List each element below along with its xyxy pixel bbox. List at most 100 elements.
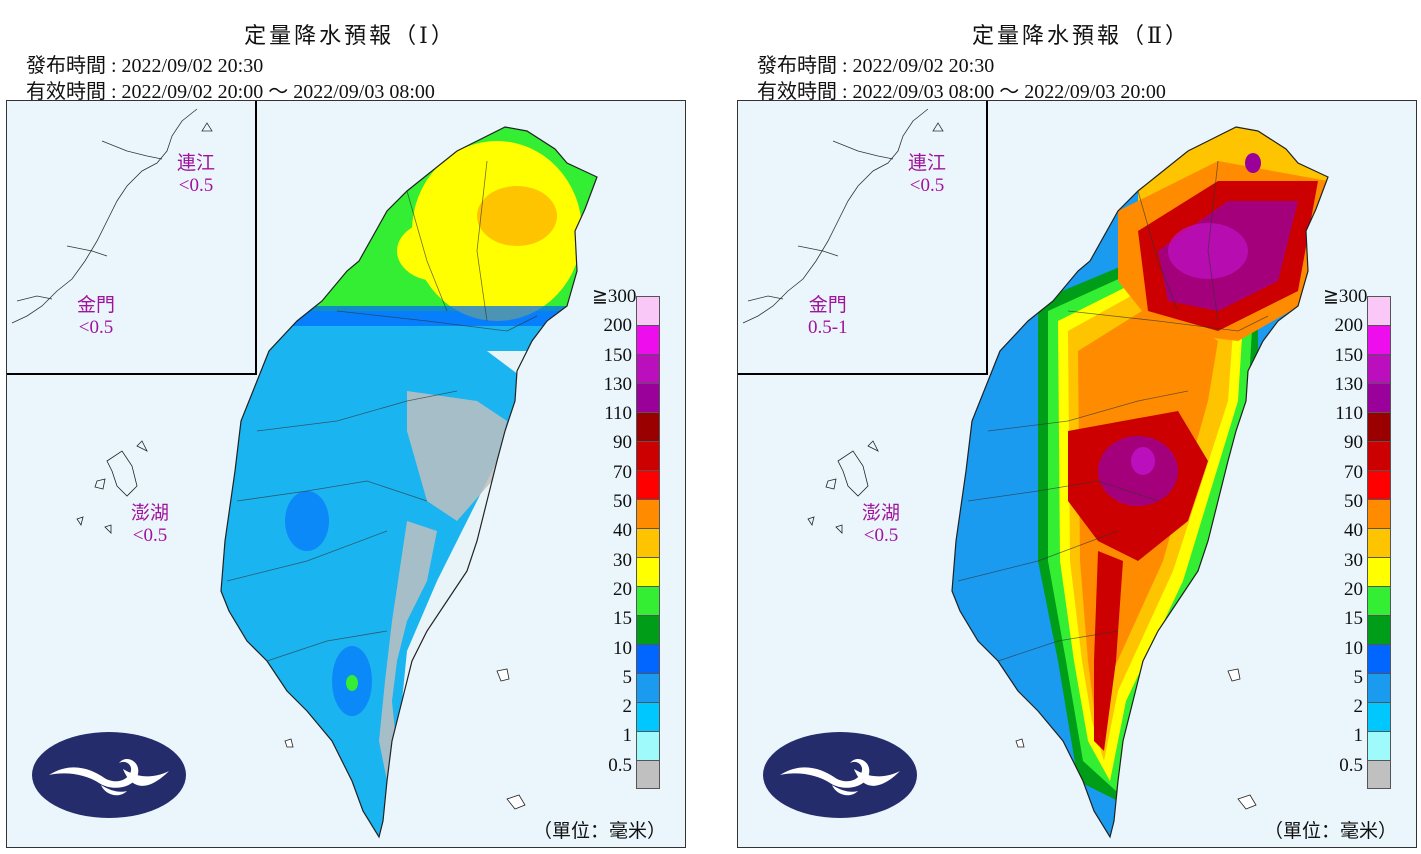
legend-label: 150 (603, 344, 633, 366)
legend-swatch (636, 441, 660, 470)
china-coast-outline (742, 108, 944, 324)
lienchiang-label: 連江 <0.5 (177, 153, 216, 196)
legend-swatch (636, 528, 660, 557)
issued-time: 發布時間 : 2022/09/02 20:30 (757, 55, 995, 77)
penghu-islands (807, 440, 879, 534)
legend-swatch (636, 499, 660, 528)
penghu-label: 澎湖 <0.5 (131, 503, 170, 546)
legend-swatch (636, 296, 660, 325)
legend-swatch (636, 702, 660, 731)
legend-swatch (1367, 412, 1391, 441)
panel-title: 定量降水預報（Ⅰ） (244, 23, 456, 48)
kinmen-label: 金門 <0.5 (77, 295, 116, 338)
issued-time: 發布時間 : 2022/09/02 20:30 (26, 55, 264, 77)
legend-label: 15 (613, 608, 632, 630)
legend-swatch (1367, 296, 1391, 325)
valid-time: 有效時間 : 2022/09/03 08:00 ～ 2022/09/03 20:… (757, 81, 1166, 103)
legend-swatch (1367, 586, 1391, 615)
map-frame: 連江 <0.5 金門 0.5-1 澎湖 <0.5 ≧300 200 150 13… (737, 100, 1417, 848)
legend-label: 20 (1344, 578, 1363, 600)
legend-swatch (1367, 731, 1391, 760)
legend-label: 90 (613, 432, 632, 454)
legend-swatch (636, 470, 660, 499)
legend-label: 50 (613, 491, 632, 513)
legend-swatch (1367, 615, 1391, 644)
taiwan-rainfall-map (807, 126, 1329, 839)
legend-swatch (1367, 325, 1391, 354)
legend-swatch (636, 354, 660, 383)
legend-label: 200 (1334, 315, 1364, 337)
legend-label: 15 (1344, 608, 1363, 630)
legend-label: 20 (613, 578, 632, 600)
legend-label: 130 (603, 373, 633, 395)
forecast-panel-2: 定量降水預報（Ⅱ） 發布時間 : 2022/09/02 20:30 有效時間 :… (731, 0, 1421, 854)
taiwan-rainfall-map (76, 126, 598, 839)
legend-label: 90 (1344, 432, 1363, 454)
legend-label: 70 (613, 461, 632, 483)
legend-label: 2 (1353, 696, 1364, 718)
legend-label: 30 (1344, 549, 1363, 571)
china-coast-outline (11, 108, 213, 324)
legend-label: 30 (613, 549, 632, 571)
legend-label: 5 (1353, 666, 1364, 688)
legend-swatch (636, 760, 660, 789)
legend-label: 40 (613, 520, 632, 542)
legend-swatch (1367, 354, 1391, 383)
cwb-logo-icon (32, 732, 186, 818)
panel-title: 定量降水預報（Ⅱ） (972, 23, 1190, 48)
legend-swatch (1367, 441, 1391, 470)
legend-labels: ≧300 200 150 130 110 90 70 50 40 30 20 1… (592, 282, 637, 780)
legend-label: 5 (622, 666, 633, 688)
outlying-islands-inset: 連江 <0.5 金門 0.5-1 (738, 101, 988, 375)
legend-swatch (636, 615, 660, 644)
legend-swatch (636, 325, 660, 354)
cwb-logo-icon (763, 732, 917, 818)
color-legend (1367, 296, 1397, 789)
forecast-panel-1: 定量降水預報（Ⅰ） 發布時間 : 2022/09/02 20:30 有效時間 :… (0, 0, 700, 854)
legend-labels: ≧300 200 150 130 110 90 70 50 40 30 20 1… (1323, 282, 1368, 780)
map-frame: 連江 <0.5 金門 <0.5 澎湖 <0.5 ≧300 200 150 130… (6, 100, 686, 848)
kinmen-label: 金門 0.5-1 (808, 295, 848, 338)
legend-label: 1 (622, 725, 633, 747)
legend-swatch (1367, 528, 1391, 557)
legend-swatch (1367, 557, 1391, 586)
legend-swatch (636, 557, 660, 586)
legend-label: 130 (1334, 373, 1364, 395)
lienchiang-label: 連江 <0.5 (908, 153, 947, 196)
legend-label: 110 (1335, 403, 1363, 425)
valid-time: 有效時間 : 2022/09/02 20:00 ～ 2022/09/03 08:… (26, 81, 435, 103)
legend-swatch (636, 731, 660, 760)
legend-swatch (636, 644, 660, 673)
legend-swatch (1367, 383, 1391, 412)
legend-swatch (1367, 673, 1391, 702)
legend-swatch (636, 673, 660, 702)
legend-label: 70 (1344, 461, 1363, 483)
legend-label: 50 (1344, 491, 1363, 513)
legend-label: ≧300 (592, 286, 637, 307)
legend-swatch (1367, 760, 1391, 789)
legend-label: 10 (1344, 637, 1363, 659)
legend-swatch (636, 586, 660, 615)
legend-label: 10 (613, 637, 632, 659)
legend-swatch (1367, 702, 1391, 731)
legend-label: 40 (1344, 520, 1363, 542)
color-legend (636, 296, 666, 789)
legend-swatch (1367, 644, 1391, 673)
legend-label: 0.5 (1339, 754, 1363, 776)
legend-swatch (1367, 499, 1391, 528)
legend-label: 0.5 (608, 754, 632, 776)
outlying-islands-inset: 連江 <0.5 金門 <0.5 (7, 101, 257, 375)
legend-swatch (636, 383, 660, 412)
legend-label: 2 (622, 696, 633, 718)
penghu-islands (76, 440, 148, 534)
legend-label: 110 (604, 403, 632, 425)
legend-label: 1 (1353, 725, 1364, 747)
legend-label: ≧300 (1323, 286, 1368, 307)
legend-swatch (636, 412, 660, 441)
legend-label: 150 (1334, 344, 1364, 366)
unit-label: （單位：毫米） (533, 821, 667, 842)
legend-swatch (1367, 470, 1391, 499)
penghu-label: 澎湖 <0.5 (862, 503, 901, 546)
unit-label: （單位：毫米） (1264, 821, 1398, 842)
legend-label: 200 (603, 315, 633, 337)
